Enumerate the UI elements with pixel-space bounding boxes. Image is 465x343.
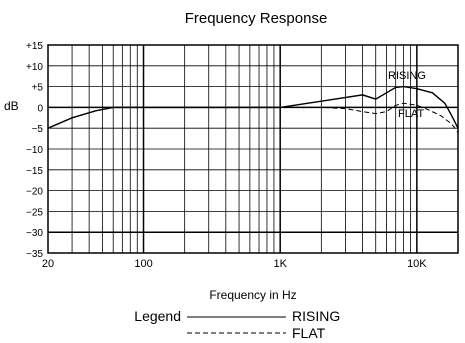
series-layer xyxy=(47,85,459,133)
y-tick-label: −25 xyxy=(26,207,43,218)
chart-title: Frequency Response xyxy=(185,10,328,27)
plot-frame xyxy=(47,44,459,254)
y-tick-label: +10 xyxy=(26,62,43,73)
y-tick-label: +15 xyxy=(26,41,43,52)
y-tick-label: −15 xyxy=(26,166,43,177)
y-tick-label: −10 xyxy=(26,145,43,156)
series-line-flat xyxy=(47,102,459,133)
y-tick-label: +5 xyxy=(32,83,44,94)
y-tick-label: −30 xyxy=(26,228,43,239)
legend-title: Legend xyxy=(134,308,181,324)
x-axis-label: Frequency in Hz xyxy=(209,288,296,302)
y-tick-label: −5 xyxy=(32,124,44,135)
y-tick-label: −20 xyxy=(26,187,43,198)
y-tick-labels: +15 +10 +5 0 −5 −10 −15 −20 −25 −30 −35 xyxy=(26,41,43,260)
x-tick-labels: 20 100 1K 10K xyxy=(42,258,427,270)
x-tick-label: 100 xyxy=(134,258,152,270)
legend-label-flat: FLAT xyxy=(292,325,326,341)
legend-label-rising: RISING xyxy=(292,308,340,324)
x-tick-label: 20 xyxy=(42,258,54,270)
x-tick-label: 1K xyxy=(273,258,287,270)
x-tick-label: 10K xyxy=(407,258,427,270)
y-axis-label: dB xyxy=(4,99,19,113)
annotation-rising: RISING xyxy=(388,70,426,82)
y-tick-label: 0 xyxy=(37,103,43,114)
y-tick-label: −35 xyxy=(26,249,43,260)
annotation-flat: FLAT xyxy=(398,108,424,120)
legend: Legend RISING FLAT xyxy=(134,308,340,341)
